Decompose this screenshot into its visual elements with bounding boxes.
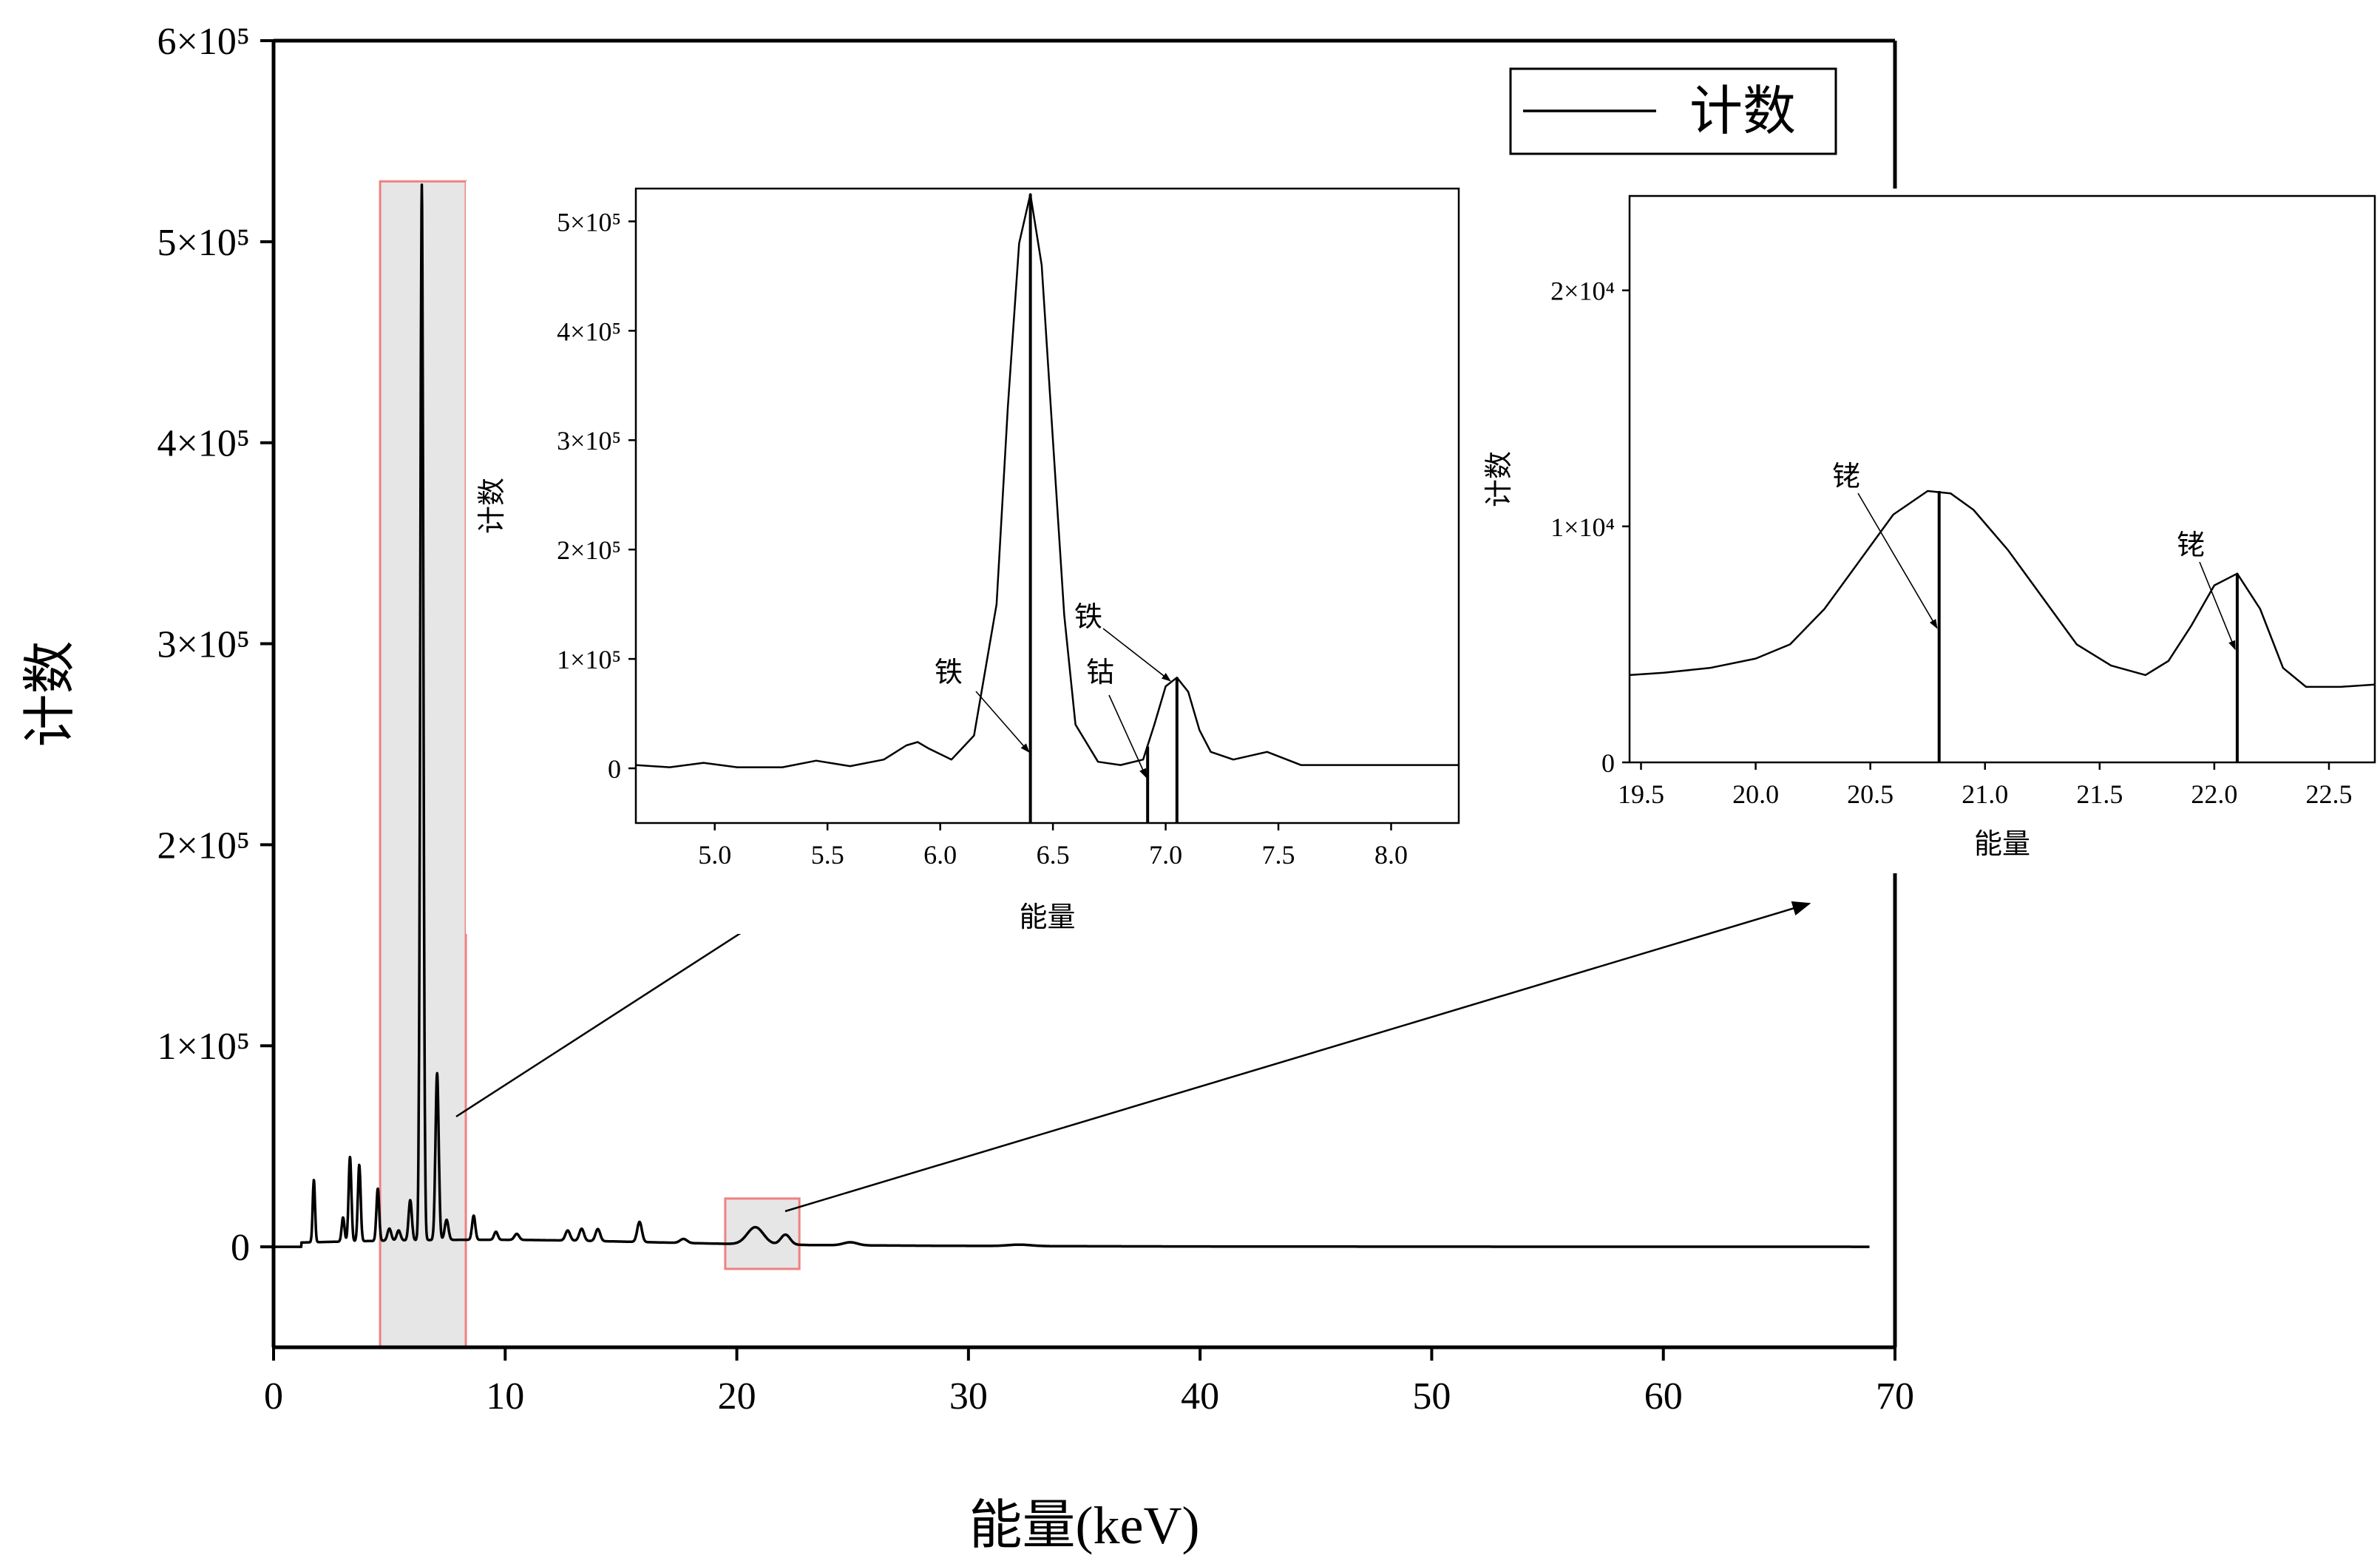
inset-y-axis-label: 计数 — [477, 478, 508, 534]
inset-x-axis-label: 能量 — [1019, 902, 1075, 933]
main-y-tick-label: 1×10⁵ — [157, 1026, 250, 1068]
annotation-arrow — [1857, 492, 1938, 629]
legend-entry: 计数 — [1689, 82, 1796, 141]
connector-arrow-to-inset-2 — [784, 901, 1811, 1213]
legend: 计数 — [1509, 67, 1837, 155]
element-annotation-label: 铑 — [2177, 530, 2205, 561]
main-x-axis-label: 能量(keV) — [969, 1496, 1200, 1555]
main-y-tick-label: 4×10⁵ — [157, 423, 250, 465]
inset-y-tick-label: 0 — [608, 754, 621, 784]
inset-y-tick-label: 0 — [1601, 748, 1615, 778]
inset-frame — [1628, 194, 2376, 764]
main-x-tick-label: 30 — [949, 1375, 988, 1418]
element-annotation-label: 铁 — [1074, 602, 1102, 633]
inset-x-tick-label: 5.5 — [811, 840, 844, 870]
annotation-arrow — [975, 691, 1030, 754]
inset-x-tick-label: 22.0 — [2191, 779, 2237, 809]
inset-x-tick-label: 21.5 — [2076, 779, 2123, 809]
inset-curve-计数 — [1629, 490, 2376, 688]
main-x-tick-label: 0 — [264, 1375, 283, 1418]
inset-x-tick-label: 6.5 — [1037, 840, 1070, 870]
inset-x-tick-label: 6.0 — [923, 840, 957, 870]
main-x-tick-label: 40 — [1181, 1375, 1219, 1418]
inset-x-axis-label: 能量 — [1974, 829, 2030, 860]
inset-y-axis-label: 计数 — [1484, 451, 1515, 507]
main-y-tick-label: 0 — [231, 1227, 250, 1269]
inset-y-tick-label: 2×10⁵ — [557, 535, 621, 565]
inset-x-tick-label: 20.0 — [1732, 779, 1779, 809]
inset-y-tick-label: 1×10⁴ — [1550, 512, 1615, 542]
main-y-tick-label: 3×10⁵ — [157, 624, 250, 666]
main-x-tick-label: 50 — [1412, 1375, 1451, 1418]
element-annotation-label: 铁 — [935, 657, 963, 688]
main-x-tick-label: 70 — [1876, 1375, 1914, 1418]
inset-x-tick-label: 20.5 — [1847, 779, 1894, 809]
main-y-tick-label: 5×10⁵ — [157, 222, 250, 264]
main-x-tick-label: 20 — [718, 1375, 756, 1418]
spectrum-line-计数 — [272, 183, 1871, 1248]
inset-x-tick-label: 22.5 — [2305, 779, 2352, 809]
inset-x-tick-label: 21.0 — [1962, 779, 2008, 809]
main-x-tick-label: 10 — [486, 1375, 524, 1418]
inset-y-tick-label: 2×10⁴ — [1550, 277, 1615, 306]
inset-curve-计数 — [635, 193, 1459, 768]
inset-x-tick-label: 7.5 — [1262, 840, 1295, 870]
inset-rhodium-chart: 19.5 20.0 20.5 21.0 21.5 22.0 22.5 0 1×10⁴ 2×10⁴ 能… — [1484, 189, 2380, 873]
main-x-tick-label: 60 — [1644, 1375, 1683, 1418]
inset-x-tick-label: 8.0 — [1374, 840, 1408, 870]
annotation-arrow — [1102, 628, 1171, 682]
annotation-arrow — [2199, 561, 2236, 651]
annotation-arrow — [1108, 694, 1147, 779]
element-annotation-label: 铑 — [1832, 461, 1860, 492]
legend-box — [1509, 67, 1837, 155]
inset-frame — [634, 187, 1460, 824]
main-y-axis-label: 计数 — [21, 640, 80, 747]
inset-y-tick-label: 3×10⁵ — [557, 426, 621, 456]
inset-y-tick-label: 5×10⁵ — [557, 207, 621, 237]
inset-y-tick-label: 1×10⁵ — [557, 645, 621, 674]
element-annotation-label: 钴 — [1086, 657, 1114, 688]
inset-iron-cobalt-chart: 5.0 5.5 6.0 6.5 7.0 7.5 8.0 0 1×10⁵ 2×10⁵ 3×10⁵ 4×1… — [466, 181, 1481, 934]
inset-x-tick-label: 7.0 — [1149, 840, 1182, 870]
main-y-tick-label: 2×10⁵ — [157, 824, 250, 867]
inset-x-tick-label: 5.0 — [698, 840, 731, 870]
inset-x-tick-label: 19.5 — [1618, 779, 1664, 809]
main-y-tick-label: 6×10⁵ — [157, 21, 250, 63]
inset-y-tick-label: 4×10⁵ — [557, 316, 621, 346]
